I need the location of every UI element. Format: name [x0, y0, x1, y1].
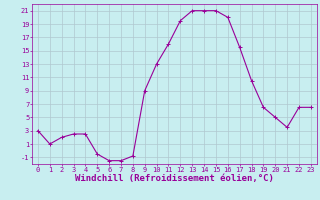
- X-axis label: Windchill (Refroidissement éolien,°C): Windchill (Refroidissement éolien,°C): [75, 174, 274, 183]
